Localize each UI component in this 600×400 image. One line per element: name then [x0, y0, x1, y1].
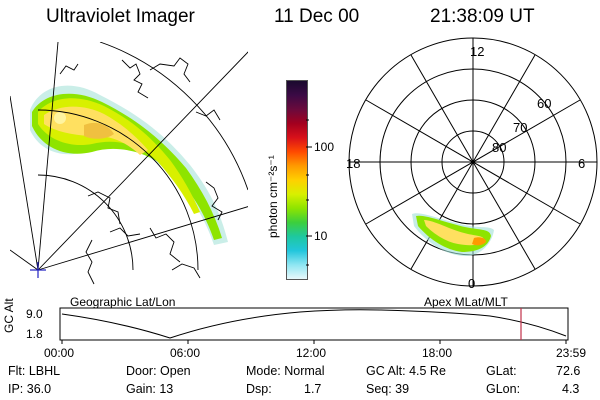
geo-panel-caption: Geographic Lat/Lon — [70, 295, 176, 309]
status-glon-value: 4.3 — [562, 382, 580, 396]
colorbar-gradient — [287, 81, 307, 279]
timeline-xtick: 00:00 — [44, 346, 75, 360]
time-label: 21:38:09 UT — [430, 6, 535, 27]
date-label: 11 Dec 00 — [274, 6, 360, 27]
status-flt: Flt: LBHL — [8, 364, 61, 378]
status-gain: Gain: 13 — [126, 382, 174, 396]
timeline-frame — [59, 307, 569, 341]
mlt-label-6: 6 — [578, 156, 586, 171]
polar-spoke — [365, 99, 581, 225]
status-mode: Mode: Normal — [246, 364, 325, 378]
status-dsp-value: 1.7 — [304, 382, 322, 396]
mlt-label-12: 12 — [470, 44, 485, 59]
mlt-panel-caption: Apex MLat/MLT — [424, 295, 508, 309]
timeline-ytick-low: 1.8 — [26, 327, 43, 341]
mlt-label-18: 18 — [346, 156, 361, 171]
aurora-emission-polar — [412, 213, 494, 256]
status-dsp-label: Dsp: — [246, 382, 272, 396]
aurora-emission-geographic — [30, 85, 228, 245]
timeline-xtick: 23:59 — [556, 346, 587, 360]
timeline-xticks — [61, 340, 567, 344]
timeline-xtick: 12:00 — [296, 346, 327, 360]
status-glon-label: GLon: — [486, 382, 521, 396]
colorbar-tick-10: 10 — [314, 229, 328, 243]
orbit-altitude-curve — [61, 309, 567, 339]
timeline-xtick: 18:00 — [422, 346, 453, 360]
mlat-label-70: 70 — [513, 120, 528, 135]
colorbar-tick-100: 100 — [314, 140, 335, 154]
colorbar — [286, 80, 308, 280]
status-seq: Seq: 39 — [366, 382, 410, 396]
status-gc-alt: GC Alt: 4.5 Re — [366, 364, 446, 378]
status-ip: IP: 36.0 — [8, 382, 52, 396]
status-glat-label: GLat: — [486, 364, 517, 378]
instrument-title: Ultraviolet Imager — [46, 6, 195, 27]
timeline-ytick-high: 9.0 — [26, 307, 43, 321]
mlat-label-80: 80 — [492, 140, 507, 155]
graticule — [10, 42, 248, 271]
status-glat-value: 72.6 — [556, 364, 581, 378]
mlat-label-60: 60 — [537, 96, 552, 111]
coastlines — [59, 57, 223, 285]
status-door: Door: Open — [126, 364, 191, 378]
mlt-label-0: 0 — [468, 276, 476, 291]
timeline-xtick: 06:00 — [170, 346, 201, 360]
